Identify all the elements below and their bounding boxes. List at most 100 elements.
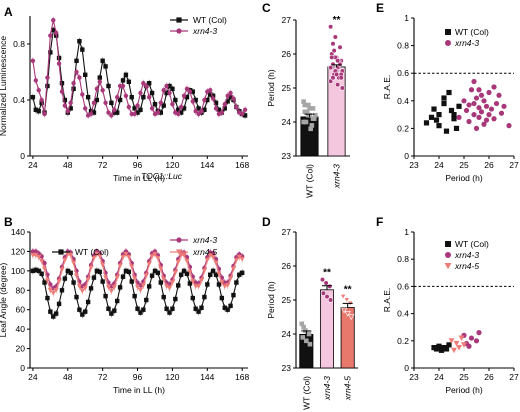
panel-f-chart: 23 24 25 26 27 0 0.2 0.4 0.6 0.8 1 Period (h) R.A.E.… bbox=[382, 227, 519, 395]
panel-label-b: B bbox=[4, 215, 13, 229]
data-point bbox=[216, 282, 222, 287]
data-point bbox=[103, 64, 108, 69]
data-point bbox=[42, 111, 47, 117]
data-point bbox=[138, 310, 143, 315]
data-point bbox=[39, 97, 44, 103]
data-point bbox=[138, 90, 143, 96]
data-point bbox=[152, 268, 158, 274]
legend-marker bbox=[176, 237, 182, 243]
data-point bbox=[59, 267, 65, 273]
data-point bbox=[158, 280, 163, 285]
data-point bbox=[446, 89, 452, 96]
data-point bbox=[208, 88, 213, 93]
y-axis-label: R.A.E. bbox=[382, 75, 392, 100]
data-point bbox=[436, 123, 442, 129]
legend-label: WT (Col) bbox=[455, 27, 489, 37]
x-tick-label: 27 bbox=[509, 160, 519, 170]
data-point bbox=[304, 338, 309, 344]
data-point bbox=[91, 110, 97, 115]
data-point bbox=[476, 105, 482, 111]
y-tick-label: 0 bbox=[404, 151, 409, 161]
data-point bbox=[120, 255, 126, 260]
panel-b-chart: 24 48 72 96 120 144 168 0 20 40 60 80 100 120 140 Time … bbox=[0, 227, 250, 395]
data-point bbox=[461, 98, 467, 104]
data-point bbox=[468, 335, 475, 341]
data-point bbox=[62, 276, 68, 281]
data-point bbox=[138, 107, 143, 112]
data-point bbox=[164, 306, 169, 311]
y-tick-label: 0 bbox=[404, 363, 409, 373]
data-point bbox=[181, 268, 187, 274]
data-point bbox=[146, 261, 152, 267]
data-point bbox=[436, 343, 442, 349]
data-point bbox=[210, 268, 216, 274]
data-point bbox=[433, 346, 440, 352]
data-point bbox=[307, 341, 313, 347]
data-point bbox=[208, 272, 213, 277]
data-point bbox=[36, 255, 42, 260]
data-point bbox=[71, 86, 76, 91]
y-tick-label: 0 bbox=[20, 363, 25, 373]
data-point bbox=[88, 286, 94, 291]
data-point bbox=[303, 119, 309, 125]
y-tick-label: 140 bbox=[11, 227, 25, 237]
data-point bbox=[228, 276, 234, 282]
data-point bbox=[225, 307, 230, 312]
x-tick-label: 48 bbox=[63, 160, 73, 170]
data-point bbox=[51, 27, 56, 33]
legend-label: xrn4-5 bbox=[454, 261, 479, 271]
data-point bbox=[310, 106, 316, 111]
data-point bbox=[219, 280, 225, 285]
data-point bbox=[299, 321, 305, 327]
x-tick-label: 25 bbox=[459, 372, 469, 382]
data-point bbox=[476, 87, 482, 93]
y-tick-label: 25 bbox=[282, 295, 292, 305]
data-point bbox=[493, 100, 500, 107]
legend-label: xrn4-5 bbox=[192, 247, 217, 257]
data-point bbox=[56, 301, 62, 307]
data-point bbox=[111, 285, 117, 290]
y-tick-label: 80 bbox=[16, 285, 26, 295]
data-point bbox=[62, 97, 68, 103]
x-tick-label: 144 bbox=[200, 160, 214, 170]
data-point bbox=[77, 75, 82, 80]
data-point bbox=[176, 107, 181, 112]
panel-c-chart: 23 24 25 26 27 Period (h) WT (Col) ** xrn4-3 bbox=[266, 15, 350, 198]
data-point bbox=[213, 272, 219, 277]
data-point bbox=[126, 255, 132, 260]
data-point bbox=[126, 269, 132, 275]
data-point bbox=[88, 111, 94, 117]
data-point bbox=[496, 92, 502, 98]
data-point bbox=[155, 110, 161, 115]
y-axis-label: Normalized Luminescence bbox=[0, 36, 8, 136]
y-tick-label: 0.6 bbox=[397, 68, 409, 78]
data-point bbox=[184, 271, 190, 276]
y-tick-label: 120 bbox=[11, 246, 25, 256]
panel-e-chart: 23 24 25 26 27 0 0.2 0.4 0.6 0.8 1 Period (h) R.A.E.… bbox=[382, 13, 519, 183]
data-point bbox=[173, 296, 178, 302]
data-point bbox=[328, 64, 334, 71]
data-point bbox=[468, 87, 475, 93]
data-point bbox=[164, 284, 170, 289]
data-point bbox=[112, 308, 117, 313]
x-tick-label: 24 bbox=[28, 372, 38, 382]
data-point bbox=[306, 102, 311, 108]
data-point bbox=[331, 47, 337, 54]
data-point bbox=[231, 292, 236, 298]
data-point bbox=[59, 288, 65, 293]
data-point bbox=[30, 268, 36, 274]
data-point bbox=[328, 24, 334, 30]
data-point bbox=[473, 95, 480, 101]
x-tick-label: 72 bbox=[98, 160, 108, 170]
category-label: xrn4-3 bbox=[332, 164, 342, 189]
data-point bbox=[236, 255, 242, 260]
data-point bbox=[343, 297, 350, 304]
legend-label: xrn4-3 bbox=[454, 250, 479, 260]
data-point bbox=[65, 268, 70, 274]
data-point bbox=[332, 34, 338, 40]
x-tick-label: 24 bbox=[434, 372, 444, 382]
data-point bbox=[83, 72, 88, 77]
data-point bbox=[53, 288, 59, 293]
data-point bbox=[30, 95, 36, 100]
data-point bbox=[453, 125, 460, 131]
